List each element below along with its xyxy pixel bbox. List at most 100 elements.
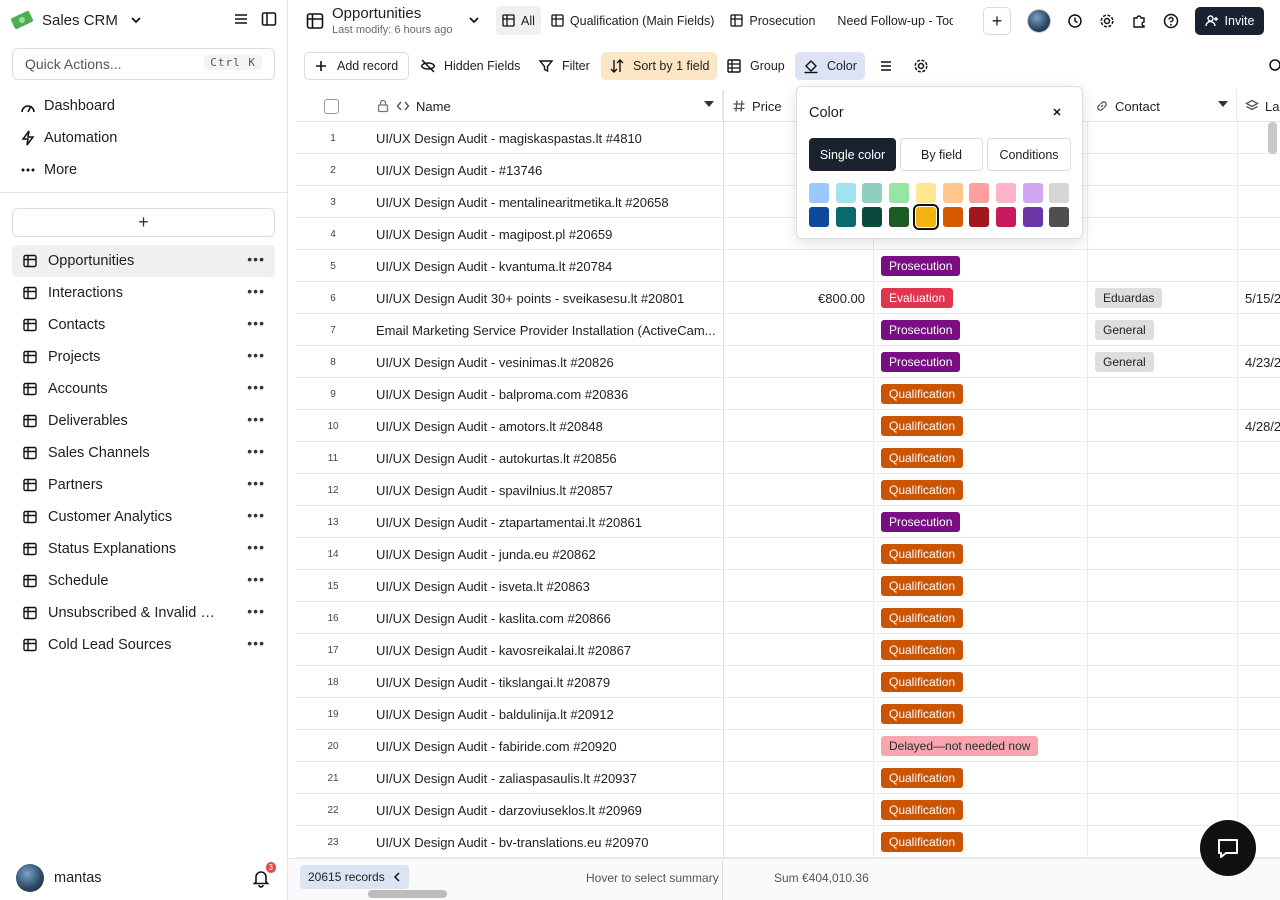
cell-name[interactable]: UI/UX Design Audit - bv-translations.eu … xyxy=(376,834,649,850)
add-view-button[interactable]: + xyxy=(983,7,1011,35)
cell-status[interactable]: Qualification xyxy=(873,378,1087,410)
cell-last[interactable] xyxy=(1237,666,1280,698)
column-header-contact[interactable]: Contact xyxy=(1087,90,1237,122)
single-color-mode[interactable]: Single color xyxy=(809,138,896,171)
more-options-icon[interactable]: ••• xyxy=(247,315,265,331)
table-row[interactable]: 14 UI/UX Design Audit - junda.eu #20862 Qu… xyxy=(296,538,1280,570)
color-swatch[interactable] xyxy=(995,207,1016,227)
cell-price[interactable] xyxy=(723,250,873,282)
cell-status[interactable]: Qualification xyxy=(873,634,1087,666)
color-swatch[interactable] xyxy=(1049,183,1070,203)
cell-price[interactable] xyxy=(723,346,873,378)
tab-view-prosecution[interactable]: Prosecution xyxy=(724,6,821,35)
cell-status[interactable]: Qualification xyxy=(873,442,1087,474)
color-swatch[interactable] xyxy=(809,183,829,203)
cell-contact[interactable] xyxy=(1087,698,1237,730)
table-row[interactable]: 7 Email Marketing Service Provider Instal… xyxy=(296,314,1280,346)
cell-contact[interactable] xyxy=(1087,378,1237,410)
cell-price[interactable] xyxy=(723,154,873,186)
cell-price[interactable] xyxy=(723,602,873,634)
cell-name[interactable]: Email Marketing Service Provider Install… xyxy=(376,322,716,338)
summary-hint[interactable]: Hover to select summary xyxy=(586,871,719,885)
tab-view-qualification[interactable]: Qualification (Main Fields) xyxy=(545,6,721,35)
table-row[interactable]: 16 UI/UX Design Audit - kaslita.com #2086… xyxy=(296,602,1280,634)
cell-name[interactable]: UI/UX Design Audit - kvantuma.lt #20784 xyxy=(376,258,613,274)
table-row[interactable]: 23 UI/UX Design Audit - bv-translations.e… xyxy=(296,826,1280,858)
cell-price[interactable] xyxy=(723,762,873,794)
cell-contact[interactable] xyxy=(1087,154,1237,186)
cell-name[interactable]: UI/UX Design Audit - magiskaspastas.lt #… xyxy=(376,130,642,146)
cell-contact[interactable] xyxy=(1087,602,1237,634)
cell-last[interactable] xyxy=(1237,506,1280,538)
sidebar-table-item[interactable]: Customer Analytics ••• xyxy=(12,501,275,533)
by-field-mode[interactable]: By field xyxy=(900,138,983,171)
cell-status[interactable]: Qualification xyxy=(873,602,1087,634)
more-options-icon[interactable]: ••• xyxy=(247,283,265,299)
cell-last[interactable] xyxy=(1237,634,1280,666)
sidebar-table-item[interactable]: Schedule ••• xyxy=(12,565,275,597)
sidebar-table-item[interactable]: Sales Channels ••• xyxy=(12,437,275,469)
more-options-icon[interactable]: ••• xyxy=(247,251,265,267)
cell-status[interactable]: Qualification xyxy=(873,410,1087,442)
cell-contact[interactable] xyxy=(1087,506,1237,538)
cell-name[interactable]: UI/UX Design Audit - vesinimas.lt #20826 xyxy=(376,354,614,370)
color-swatch[interactable] xyxy=(809,207,829,227)
nav-dashboard[interactable]: Dashboard xyxy=(12,90,275,122)
sidebar-table-item[interactable]: Cold Lead Sources ••• xyxy=(12,629,275,661)
view-settings-button[interactable] xyxy=(905,52,937,80)
cell-name[interactable]: UI/UX Design Audit - fabiride.com #20920 xyxy=(376,738,617,754)
sidebar-table-item[interactable]: Interactions ••• xyxy=(12,277,275,309)
more-options-icon[interactable]: ••• xyxy=(247,635,265,651)
table-row[interactable]: 9 UI/UX Design Audit - balproma.com #2083… xyxy=(296,378,1280,410)
add-record-button[interactable]: Add record xyxy=(304,52,410,80)
cell-name[interactable]: UI/UX Design Audit - amotors.lt #20848 xyxy=(376,418,603,434)
cell-name[interactable]: UI/UX Design Audit - ztapartamentai.lt #… xyxy=(376,514,642,530)
cell-last[interactable] xyxy=(1237,698,1280,730)
cell-price[interactable] xyxy=(723,378,873,410)
more-options-icon[interactable]: ••• xyxy=(247,443,265,459)
cell-contact[interactable]: General xyxy=(1087,346,1237,378)
column-menu-caret-icon[interactable] xyxy=(704,101,714,107)
cell-name[interactable]: UI/UX Design Audit - autokurtas.lt #2085… xyxy=(376,450,617,466)
cell-status[interactable]: Delayed—not needed now xyxy=(873,730,1087,762)
cell-last[interactable] xyxy=(1237,538,1280,570)
integrations-puzzle-icon[interactable] xyxy=(1130,12,1148,30)
cell-price[interactable] xyxy=(723,666,873,698)
notifications-button[interactable]: 3 xyxy=(251,862,276,888)
table-row[interactable]: 5 UI/UX Design Audit - kvantuma.lt #20784… xyxy=(296,250,1280,282)
chat-support-button[interactable] xyxy=(1200,820,1256,876)
more-options-icon[interactable]: ••• xyxy=(247,507,265,523)
sort-button[interactable]: Sort by 1 field xyxy=(601,52,718,80)
table-row[interactable]: 19 UI/UX Design Audit - baldulinija.lt #2… xyxy=(296,698,1280,730)
cell-name[interactable]: UI/UX Design Audit - magipost.pl #20659 xyxy=(376,226,613,242)
cell-contact[interactable] xyxy=(1087,666,1237,698)
table-row[interactable]: 11 UI/UX Design Audit - autokurtas.lt #20… xyxy=(296,442,1280,474)
tab-view-follow-up[interactable]: Need Follow-up - Today xyxy=(825,6,953,35)
color-swatch[interactable] xyxy=(942,207,963,227)
color-swatch[interactable] xyxy=(889,183,910,203)
cell-price[interactable] xyxy=(723,570,873,602)
cell-contact[interactable]: General xyxy=(1087,314,1237,346)
workspace-switcher[interactable]: Sales CRM xyxy=(10,8,142,32)
cell-price[interactable] xyxy=(723,218,873,250)
cell-last[interactable] xyxy=(1237,250,1280,282)
more-options-icon[interactable]: ••• xyxy=(247,571,265,587)
cell-status[interactable]: Qualification xyxy=(873,826,1087,858)
cell-last[interactable] xyxy=(1237,122,1280,154)
cell-contact[interactable] xyxy=(1087,474,1237,506)
cell-price[interactable]: €800.00 xyxy=(723,282,873,314)
color-swatch[interactable] xyxy=(889,207,910,227)
table-row[interactable]: 20 UI/UX Design Audit - fabiride.com #209… xyxy=(296,730,1280,762)
cell-last[interactable] xyxy=(1237,218,1280,250)
cell-contact[interactable] xyxy=(1087,762,1237,794)
cell-name[interactable]: UI/UX Design Audit - spavilnius.lt #2085… xyxy=(376,482,614,498)
record-count-badge[interactable]: 20615 records xyxy=(300,865,409,889)
cell-name[interactable]: UI/UX Design Audit - baldulinija.lt #209… xyxy=(376,706,614,722)
table-row[interactable]: 22 UI/UX Design Audit - darzoviuseklos.lt… xyxy=(296,794,1280,826)
table-row[interactable]: 12 UI/UX Design Audit - spavilnius.lt #20… xyxy=(296,474,1280,506)
menu-icon[interactable] xyxy=(232,10,250,28)
nav-more[interactable]: More xyxy=(12,154,275,186)
cell-name[interactable]: UI/UX Design Audit - kaslita.com #20866 xyxy=(376,610,611,626)
cell-last[interactable]: 4/23/2 xyxy=(1237,346,1280,378)
cell-status[interactable]: Prosecution xyxy=(873,250,1087,282)
